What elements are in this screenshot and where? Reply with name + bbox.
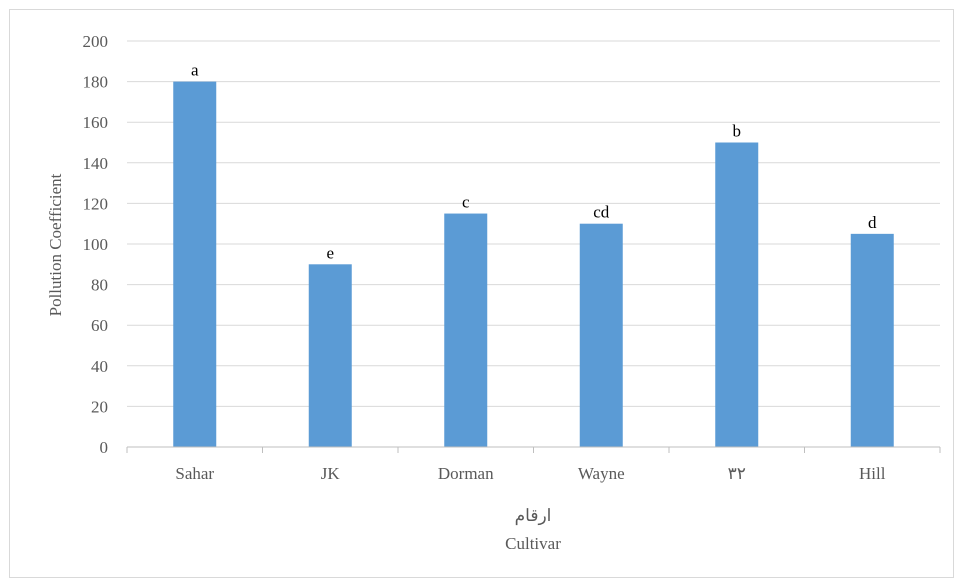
data-label: d	[868, 213, 877, 232]
x-axis-title-secondary: Cultivar	[505, 534, 561, 553]
y-tick-label: 80	[91, 276, 108, 295]
x-tick-label: Wayne	[578, 464, 625, 483]
data-label: e	[326, 243, 334, 262]
data-label: c	[462, 193, 470, 212]
bar	[715, 142, 759, 447]
y-tick-label: 160	[83, 113, 109, 132]
y-tick-label: 0	[100, 438, 109, 457]
y-tick-label: 100	[83, 235, 109, 254]
y-tick-label: 180	[83, 73, 109, 92]
x-tick-label: JK	[321, 464, 341, 483]
y-tick-label: 200	[83, 32, 109, 51]
bar	[308, 264, 352, 447]
y-tick-label: 20	[91, 397, 108, 416]
bar	[173, 81, 217, 447]
x-axis-title: ارقام	[515, 506, 552, 526]
x-tick-label: Hill	[859, 464, 886, 483]
data-label: cd	[593, 203, 610, 222]
bar	[850, 233, 894, 447]
y-tick-label: 120	[83, 194, 109, 213]
data-label: a	[191, 61, 199, 80]
y-tick-label: 40	[91, 357, 108, 376]
y-axis-ticks: 0 20 40 60 80 100 120 140 160 180 200	[83, 32, 109, 457]
bar	[444, 213, 488, 447]
x-axis-ticks: Sahar JK Dorman Wayne ۳۲ Hill	[175, 464, 885, 483]
x-tick-label: Sahar	[175, 464, 214, 483]
gridlines	[127, 40, 940, 407]
bar	[579, 223, 623, 447]
x-axis	[126, 446, 941, 453]
x-tick-label: ۳۲	[728, 464, 746, 483]
y-tick-label: 60	[91, 316, 108, 335]
data-labels: a e c cd b d	[191, 61, 877, 263]
y-axis-title: Pollution Coefficient	[46, 173, 65, 316]
y-tick-label: 140	[83, 154, 109, 173]
x-tick-label: Dorman	[438, 464, 494, 483]
bars	[173, 81, 894, 447]
data-label: b	[733, 122, 742, 141]
